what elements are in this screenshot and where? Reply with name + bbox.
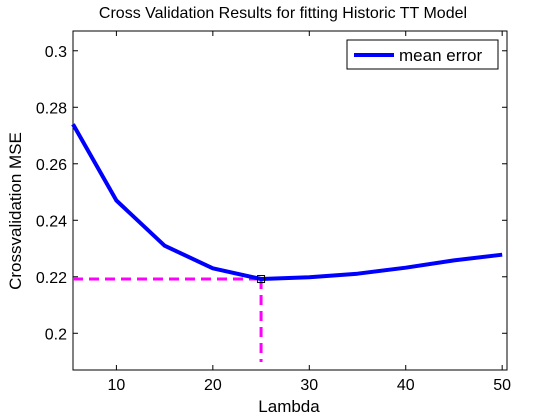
optimum-guides (73, 277, 263, 362)
y-tick-labels: 0.2 0.22 0.24 0.26 0.28 0.3 (36, 44, 67, 343)
legend: mean error (346, 39, 499, 70)
optimum-marker (257, 275, 266, 284)
y-axis-label: Crossvalidation MSE (6, 132, 25, 290)
x-tick-label: 30 (300, 377, 318, 394)
y-tick-label: 0.26 (36, 157, 67, 174)
x-tick-label: 50 (493, 377, 511, 394)
y-tick-label: 0.24 (36, 213, 67, 230)
x-axis-label: Lambda (258, 397, 320, 416)
series-line-mean-error (71, 123, 503, 281)
axis-ticks (73, 31, 507, 370)
plot-area (72, 30, 508, 371)
y-tick-label: 0.22 (36, 270, 67, 287)
x-tick-label: 10 (108, 377, 126, 394)
series-lines (71, 123, 503, 284)
y-tick-label: 0.2 (45, 326, 67, 343)
x-tick-label: 20 (204, 377, 222, 394)
x-tick-label: 40 (397, 377, 415, 394)
legend-label: mean error (399, 46, 482, 65)
chart-title: Cross Validation Results for fitting His… (99, 5, 467, 22)
y-tick-label: 0.3 (45, 44, 67, 61)
x-tick-labels: 10 20 30 40 50 (108, 377, 512, 394)
y-tick-label: 0.28 (36, 100, 67, 117)
